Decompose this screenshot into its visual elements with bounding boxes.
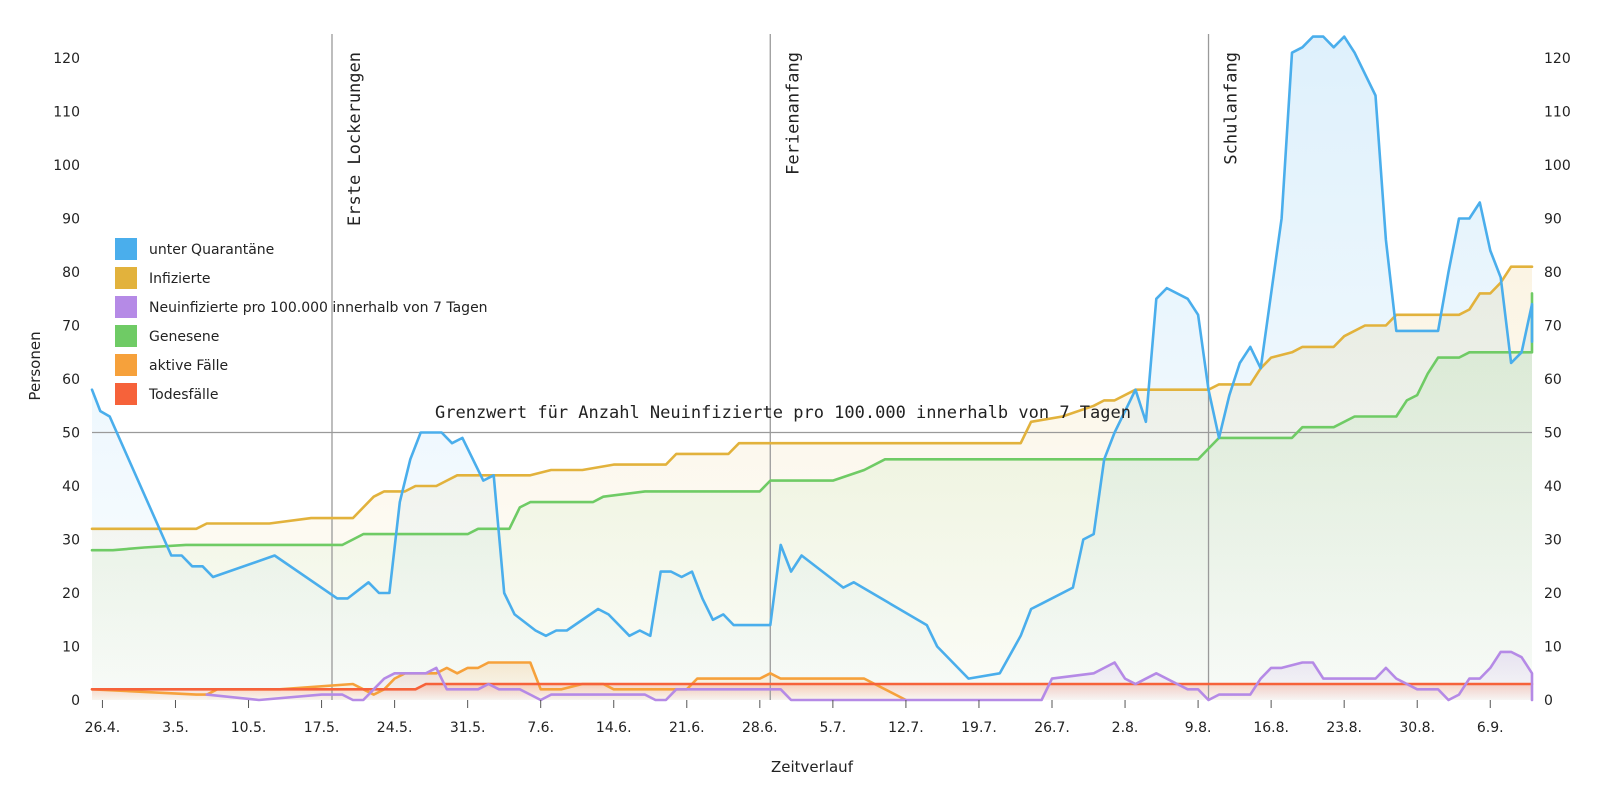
x-tick-label: 12.7. xyxy=(888,720,924,736)
legend-label: unter Quarantäne xyxy=(149,242,274,258)
x-tick-label: 10.5. xyxy=(231,720,267,736)
y-tick-label-left: 0 xyxy=(71,693,80,709)
legend-label: Infizierte xyxy=(149,271,211,287)
x-tick-label: 21.6. xyxy=(669,720,705,736)
x-tick-label: 16.8. xyxy=(1253,720,1289,736)
x-tick-label: 31.5. xyxy=(450,720,486,736)
area-fills xyxy=(92,36,1532,701)
legend: unter Quarantäne Infizierte Neuinfizierte … xyxy=(115,238,488,405)
x-tick-label: 17.5. xyxy=(304,720,340,736)
y-tick-label-left: 30 xyxy=(62,533,80,549)
y-tick-label-right: 80 xyxy=(1544,265,1562,281)
legend-swatch xyxy=(115,325,137,347)
axes: 0 0 10 10 20 20 30 30 40 40 50 50 60 60 70 70 80 80 90 90 10… xyxy=(26,51,1571,776)
y-tick-label-right: 120 xyxy=(1544,51,1571,67)
y-tick-label-left: 80 xyxy=(62,265,80,281)
x-axis-title: Zeitverlauf xyxy=(771,758,854,776)
legend-label: Genesene xyxy=(149,329,219,345)
series-line-3 xyxy=(90,682,1534,691)
area-2 xyxy=(92,293,1532,700)
series-line-2 xyxy=(90,661,908,702)
legend-label: Neuinfizierte pro 100.000 innerhalb von … xyxy=(149,300,488,316)
y-tick-label-left: 90 xyxy=(62,212,80,228)
y-tick-label-right: 40 xyxy=(1544,479,1562,495)
grid-lines xyxy=(92,34,1532,700)
series-line-1 xyxy=(90,265,1534,531)
x-tick-label: 14.6. xyxy=(596,720,632,736)
series-line-5 xyxy=(90,35,1534,680)
x-tick-label: 3.5. xyxy=(162,720,189,736)
annotations: Erste Lockerungen Ferienanfang Schulanfang… xyxy=(345,52,1242,423)
x-tick-label: 19.7. xyxy=(961,720,997,736)
x-tick-label: 2.8. xyxy=(1112,720,1139,736)
x-tick-label: 5.7. xyxy=(820,720,847,736)
annotation-label: Ferienanfang xyxy=(783,52,803,175)
series-line-4 xyxy=(205,650,1534,702)
y-tick-label-right: 50 xyxy=(1544,426,1562,442)
y-tick-label-left: 110 xyxy=(53,105,80,121)
y-tick-label-right: 20 xyxy=(1544,586,1562,602)
y-tick-label-left: 50 xyxy=(62,426,80,442)
y-tick-label-left: 120 xyxy=(53,51,80,67)
y-tick-label-right: 70 xyxy=(1544,319,1562,335)
x-tick-label: 6.9. xyxy=(1477,720,1504,736)
legend-label: Todesfälle xyxy=(148,387,218,403)
y-tick-label-right: 0 xyxy=(1544,693,1553,709)
x-tick-label: 7.6. xyxy=(527,720,554,736)
legend-label: aktive Fälle xyxy=(149,358,228,374)
y-tick-label-left: 20 xyxy=(62,586,80,602)
legend-swatch xyxy=(115,383,137,405)
y-tick-label-right: 110 xyxy=(1544,105,1571,121)
y-tick-label-left: 70 xyxy=(62,319,80,335)
y-tick-label-left: 40 xyxy=(62,479,80,495)
x-tick-label: 26.4. xyxy=(85,720,121,736)
series-line-0 xyxy=(90,292,1534,552)
x-tick-label: 24.5. xyxy=(377,720,413,736)
legend-swatch xyxy=(115,267,137,289)
series-lines xyxy=(90,35,1534,702)
x-tick-label: 28.6. xyxy=(742,720,778,736)
x-tick-label: 30.8. xyxy=(1399,720,1435,736)
x-tick-label: 26.7. xyxy=(1034,720,1070,736)
y-tick-label-right: 60 xyxy=(1544,372,1562,388)
legend-swatch xyxy=(115,354,137,376)
y-tick-label-right: 10 xyxy=(1544,640,1562,656)
y-tick-label-left: 100 xyxy=(53,158,80,174)
annotation-label: Schulanfang xyxy=(1222,52,1242,165)
x-tick-label: 9.8. xyxy=(1185,720,1212,736)
x-tick-label: 23.8. xyxy=(1326,720,1362,736)
y-tick-label-right: 90 xyxy=(1544,212,1562,228)
y-tick-label-right: 100 xyxy=(1544,158,1571,174)
legend-swatch xyxy=(115,296,137,318)
annotation-label: Erste Lockerungen xyxy=(345,52,365,226)
y-tick-label-left: 10 xyxy=(62,640,80,656)
y-axis-title: Personen xyxy=(26,331,44,400)
threshold-label: Grenzwert für Anzahl Neuinfizierte pro 1… xyxy=(435,403,1131,423)
y-tick-label-right: 30 xyxy=(1544,533,1562,549)
y-tick-label-left: 60 xyxy=(62,372,80,388)
legend-swatch xyxy=(115,238,137,260)
